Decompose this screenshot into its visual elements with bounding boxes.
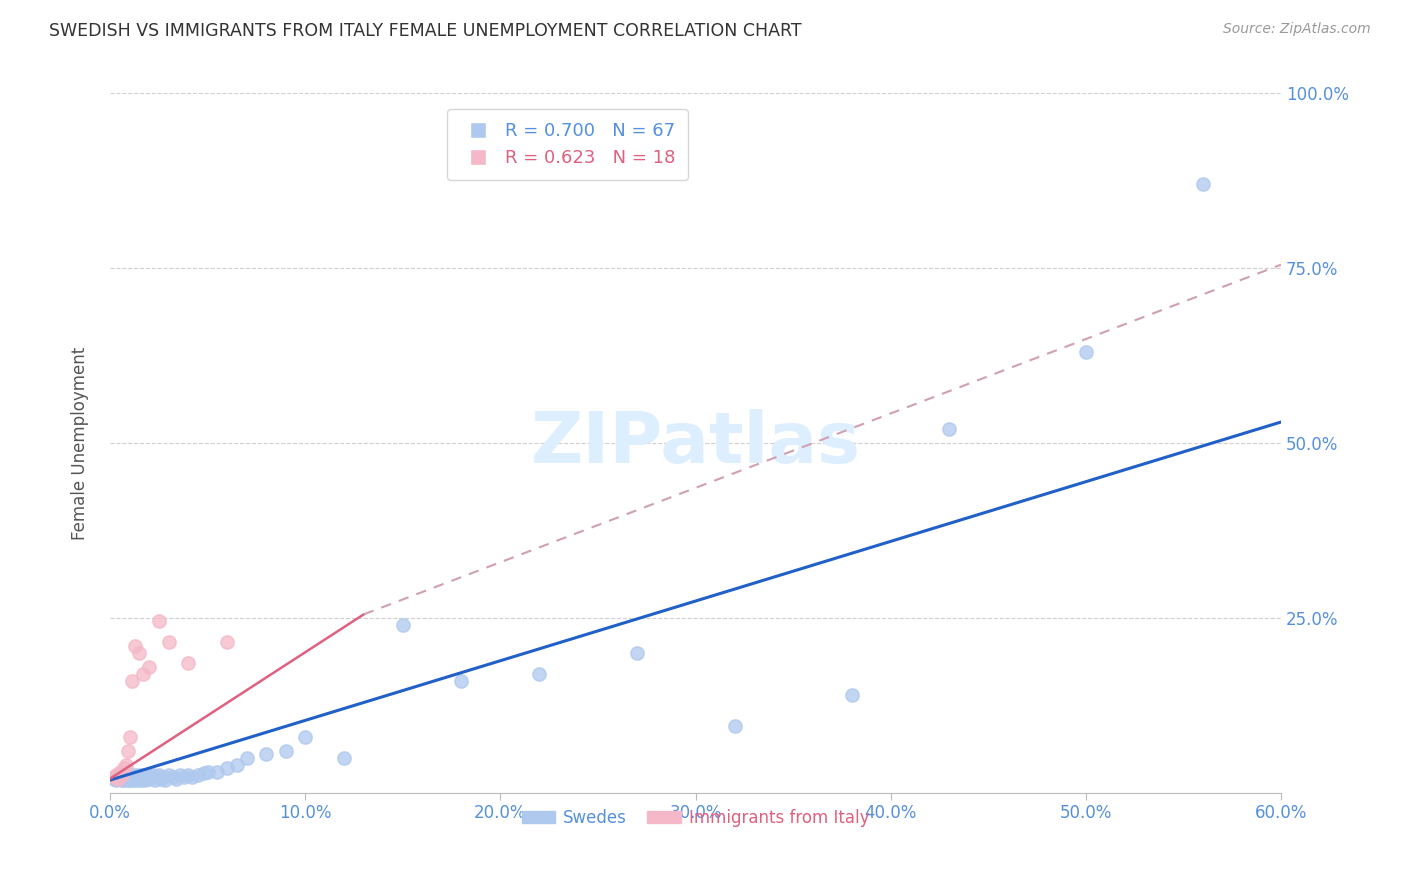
Point bbox=[118, 773, 141, 788]
Point bbox=[146, 770, 169, 784]
Point bbox=[1192, 178, 1215, 192]
Point bbox=[122, 773, 145, 788]
Point bbox=[165, 772, 187, 786]
Point bbox=[107, 770, 129, 784]
Point bbox=[121, 770, 143, 784]
Point bbox=[157, 768, 180, 782]
Point bbox=[121, 772, 143, 786]
Point bbox=[169, 768, 191, 782]
Point bbox=[148, 615, 170, 629]
Point bbox=[138, 660, 160, 674]
Point bbox=[103, 770, 125, 784]
Point bbox=[450, 673, 472, 688]
Point bbox=[129, 768, 152, 782]
Point bbox=[112, 761, 135, 775]
Point bbox=[122, 768, 145, 782]
Point bbox=[333, 750, 356, 764]
Point bbox=[118, 770, 141, 784]
Point bbox=[841, 688, 863, 702]
Point bbox=[117, 772, 139, 786]
Point bbox=[114, 757, 136, 772]
Point bbox=[143, 773, 166, 788]
Point bbox=[112, 772, 135, 786]
Point bbox=[148, 768, 170, 782]
Point bbox=[254, 747, 277, 762]
Point bbox=[124, 639, 146, 653]
Point bbox=[111, 768, 134, 782]
Text: ZIPatlas: ZIPatlas bbox=[530, 409, 860, 477]
Point bbox=[134, 773, 156, 788]
Point bbox=[127, 773, 149, 788]
Point bbox=[134, 770, 156, 784]
Y-axis label: Female Unemployment: Female Unemployment bbox=[72, 346, 89, 540]
Point bbox=[111, 770, 134, 784]
Point bbox=[128, 770, 150, 784]
Text: SWEDISH VS IMMIGRANTS FROM ITALY FEMALE UNEMPLOYMENT CORRELATION CHART: SWEDISH VS IMMIGRANTS FROM ITALY FEMALE … bbox=[49, 22, 801, 40]
Point bbox=[207, 764, 229, 779]
Point bbox=[127, 768, 149, 782]
Point bbox=[149, 772, 172, 786]
Point bbox=[217, 635, 239, 649]
Legend: Swedes, Immigrants from Italy: Swedes, Immigrants from Italy bbox=[515, 802, 876, 833]
Point bbox=[193, 766, 215, 780]
Point bbox=[235, 750, 257, 764]
Point bbox=[1074, 345, 1097, 359]
Point bbox=[129, 773, 152, 788]
Point bbox=[162, 770, 184, 784]
Point bbox=[107, 772, 129, 786]
Point bbox=[128, 646, 150, 660]
Point bbox=[274, 744, 297, 758]
Point bbox=[529, 666, 551, 681]
Point bbox=[153, 773, 176, 788]
Point bbox=[187, 768, 209, 782]
Point bbox=[139, 770, 162, 784]
Point bbox=[626, 646, 648, 660]
Point bbox=[157, 635, 180, 649]
Point bbox=[132, 666, 155, 681]
Point bbox=[104, 768, 127, 782]
Point bbox=[114, 770, 136, 784]
Point bbox=[124, 772, 146, 786]
Point bbox=[124, 770, 146, 784]
Point bbox=[217, 761, 239, 775]
Point bbox=[173, 770, 195, 784]
Point bbox=[111, 773, 134, 788]
Point bbox=[117, 744, 139, 758]
Point bbox=[177, 657, 200, 671]
Point bbox=[104, 773, 127, 788]
Point bbox=[723, 719, 745, 733]
Point bbox=[103, 772, 125, 786]
Point bbox=[294, 730, 316, 744]
Point bbox=[938, 422, 960, 436]
Point bbox=[108, 768, 131, 782]
Text: Source: ZipAtlas.com: Source: ZipAtlas.com bbox=[1223, 22, 1371, 37]
Point bbox=[118, 768, 141, 782]
Point bbox=[112, 773, 135, 788]
Point bbox=[142, 768, 165, 782]
Point bbox=[177, 768, 200, 782]
Point bbox=[118, 730, 141, 744]
Point bbox=[121, 673, 143, 688]
Point bbox=[197, 764, 219, 779]
Point bbox=[136, 768, 159, 782]
Point bbox=[226, 757, 249, 772]
Point bbox=[128, 772, 150, 786]
Point bbox=[181, 770, 204, 784]
Point bbox=[138, 772, 160, 786]
Point bbox=[391, 617, 413, 632]
Point bbox=[114, 772, 136, 787]
Point bbox=[117, 773, 139, 788]
Point bbox=[132, 772, 155, 786]
Point bbox=[108, 764, 131, 779]
Point bbox=[152, 770, 174, 784]
